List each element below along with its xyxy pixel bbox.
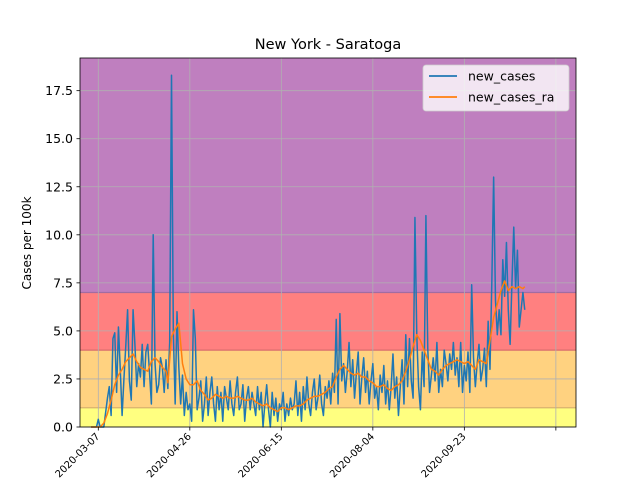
y-tick-label: 15.0	[45, 131, 73, 146]
plot-frame	[79, 57, 577, 428]
y-tick-label: 0.0	[53, 420, 73, 435]
x-tick-label: 2020-09-23	[420, 431, 469, 480]
x-tick-label: 2020-06-15	[237, 431, 286, 480]
y-axis-ticks: 0.0 2.5 5.0 7.5 10.0 12.5 15.0 17.5	[45, 83, 80, 435]
x-tick-label: 2020-04-26	[145, 431, 194, 480]
band-0	[80, 407, 576, 427]
legend-box	[422, 64, 570, 112]
legend-label-new_cases_ra: new_cases_ra	[468, 90, 554, 105]
y-tick-label: 10.0	[45, 227, 73, 242]
legend: new_cases new_cases_ra	[422, 64, 570, 112]
series-line-new_cases_ra	[90, 280, 526, 428]
y-tick-label: 7.5	[53, 275, 73, 290]
risk-bands	[80, 58, 576, 427]
legend-label-new_cases: new_cases	[468, 69, 535, 84]
series-lines	[90, 74, 526, 428]
x-tick-label: 2020-08-04	[328, 431, 377, 480]
y-tick-label: 5.0	[53, 323, 73, 338]
y-axis-label: Cases per 100k	[20, 196, 34, 289]
x-tick-label: 2020-03-07	[54, 431, 103, 480]
series-line-new_cases	[90, 74, 526, 428]
x-axis-ticks: 2020-03-07 2020-04-26 2020-06-15 2020-08-04…	[54, 427, 557, 480]
y-tick-label: 2.5	[53, 371, 73, 386]
y-tick-label: 17.5	[45, 83, 73, 98]
chart-title: New York - Saratoga	[255, 37, 401, 53]
y-tick-label: 12.5	[45, 179, 73, 194]
